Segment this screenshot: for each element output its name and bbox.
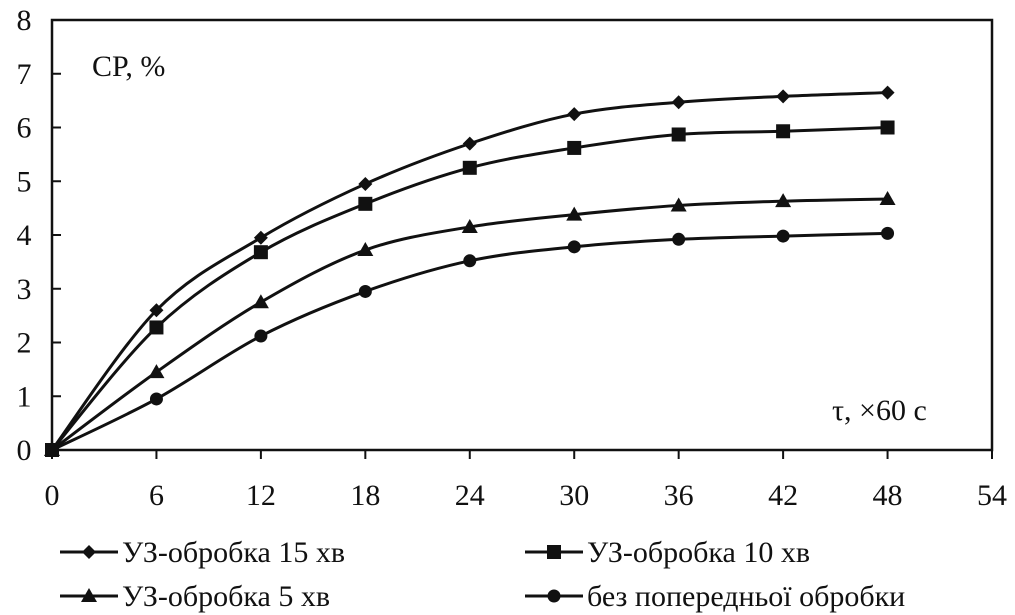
- data-point: [462, 160, 477, 175]
- data-point: [671, 95, 686, 110]
- x-tick-label: 6: [149, 479, 164, 512]
- legend-item: УЗ-обробка 5 хв: [60, 580, 330, 613]
- y-tick-label: 2: [17, 327, 32, 360]
- x-tick-label: 24: [455, 479, 485, 512]
- data-point: [149, 303, 164, 318]
- legend-item: УЗ-обробка 10 хв: [525, 536, 810, 569]
- data-point: [776, 229, 790, 243]
- legend-label: без попередньої обробки: [587, 580, 905, 613]
- series-3: [44, 190, 896, 456]
- y-axis-ticks: 0 1 2 3 4 5 6 7 8: [17, 4, 61, 467]
- data-point: [45, 443, 59, 457]
- legend-marker: [81, 588, 97, 602]
- data-point: [881, 226, 895, 240]
- data-point: [252, 294, 269, 309]
- x-tick-label: 48: [873, 479, 903, 512]
- data-point: [357, 242, 374, 257]
- y-tick-label: 5: [17, 165, 32, 198]
- legend-marker: [547, 589, 561, 603]
- data-point: [566, 206, 583, 221]
- data-point: [567, 240, 581, 254]
- series-line: [50, 91, 888, 451]
- series-line: [50, 126, 888, 451]
- data-point: [880, 85, 895, 100]
- y-tick-label: 8: [17, 4, 32, 37]
- x-tick-label: 36: [664, 479, 694, 512]
- data-point: [461, 218, 478, 233]
- data-point: [148, 364, 165, 379]
- y-axis-label: CP, %: [92, 50, 165, 83]
- data-point: [567, 140, 582, 155]
- x-tick-label: 18: [350, 479, 380, 512]
- series-layer: [44, 85, 896, 457]
- data-point: [776, 124, 791, 139]
- x-tick-label: 42: [768, 479, 798, 512]
- data-point: [879, 190, 896, 205]
- data-point: [253, 230, 268, 245]
- y-tick-label: 1: [17, 380, 32, 413]
- legend-label: УЗ-обробка 5 хв: [122, 580, 330, 613]
- data-point: [358, 176, 373, 191]
- data-point: [670, 197, 687, 212]
- data-point: [254, 329, 268, 343]
- data-point: [358, 196, 373, 211]
- y-tick-label: 6: [17, 112, 32, 145]
- data-point: [463, 254, 477, 268]
- data-point: [775, 193, 792, 208]
- data-point: [567, 107, 582, 122]
- data-point: [149, 392, 163, 406]
- data-point: [358, 284, 372, 298]
- x-axis-ticks: 0 6 12 18 24 30 36 42 48 54: [45, 450, 1007, 512]
- data-point: [672, 232, 686, 246]
- series-4: [45, 226, 895, 457]
- data-point: [149, 320, 164, 335]
- y-tick-label: 4: [17, 219, 32, 252]
- legend-marker: [82, 545, 96, 559]
- legend-label: УЗ-обробка 10 хв: [587, 536, 810, 569]
- x-tick-label: 30: [559, 479, 589, 512]
- data-point: [671, 127, 686, 142]
- legend-marker: [547, 545, 561, 559]
- series-1: [45, 85, 895, 457]
- y-tick-label: 7: [17, 58, 32, 91]
- data-point: [462, 136, 477, 151]
- ylabel-backdrop: [74, 40, 224, 90]
- x-tick-label: 54: [977, 479, 1007, 512]
- x-axis-label: τ, ×60 c: [832, 394, 927, 427]
- data-point: [880, 120, 895, 135]
- data-point: [253, 245, 268, 260]
- x-tick-label: 0: [45, 479, 60, 512]
- legend-item: без попередньої обробки: [525, 580, 905, 613]
- xlabel-backdrop: [812, 385, 984, 433]
- data-point: [776, 89, 791, 104]
- legend-label: УЗ-обробка 15 хв: [122, 536, 345, 569]
- x-tick-label: 12: [246, 479, 276, 512]
- y-tick-label: 3: [17, 273, 32, 306]
- legend: УЗ-обробка 15 хв УЗ-обробка 10 хв УЗ-оброб…: [60, 536, 905, 613]
- series-2: [45, 120, 895, 457]
- legend-item: УЗ-обробка 15 хв: [60, 536, 345, 569]
- y-tick-label: 0: [17, 434, 32, 467]
